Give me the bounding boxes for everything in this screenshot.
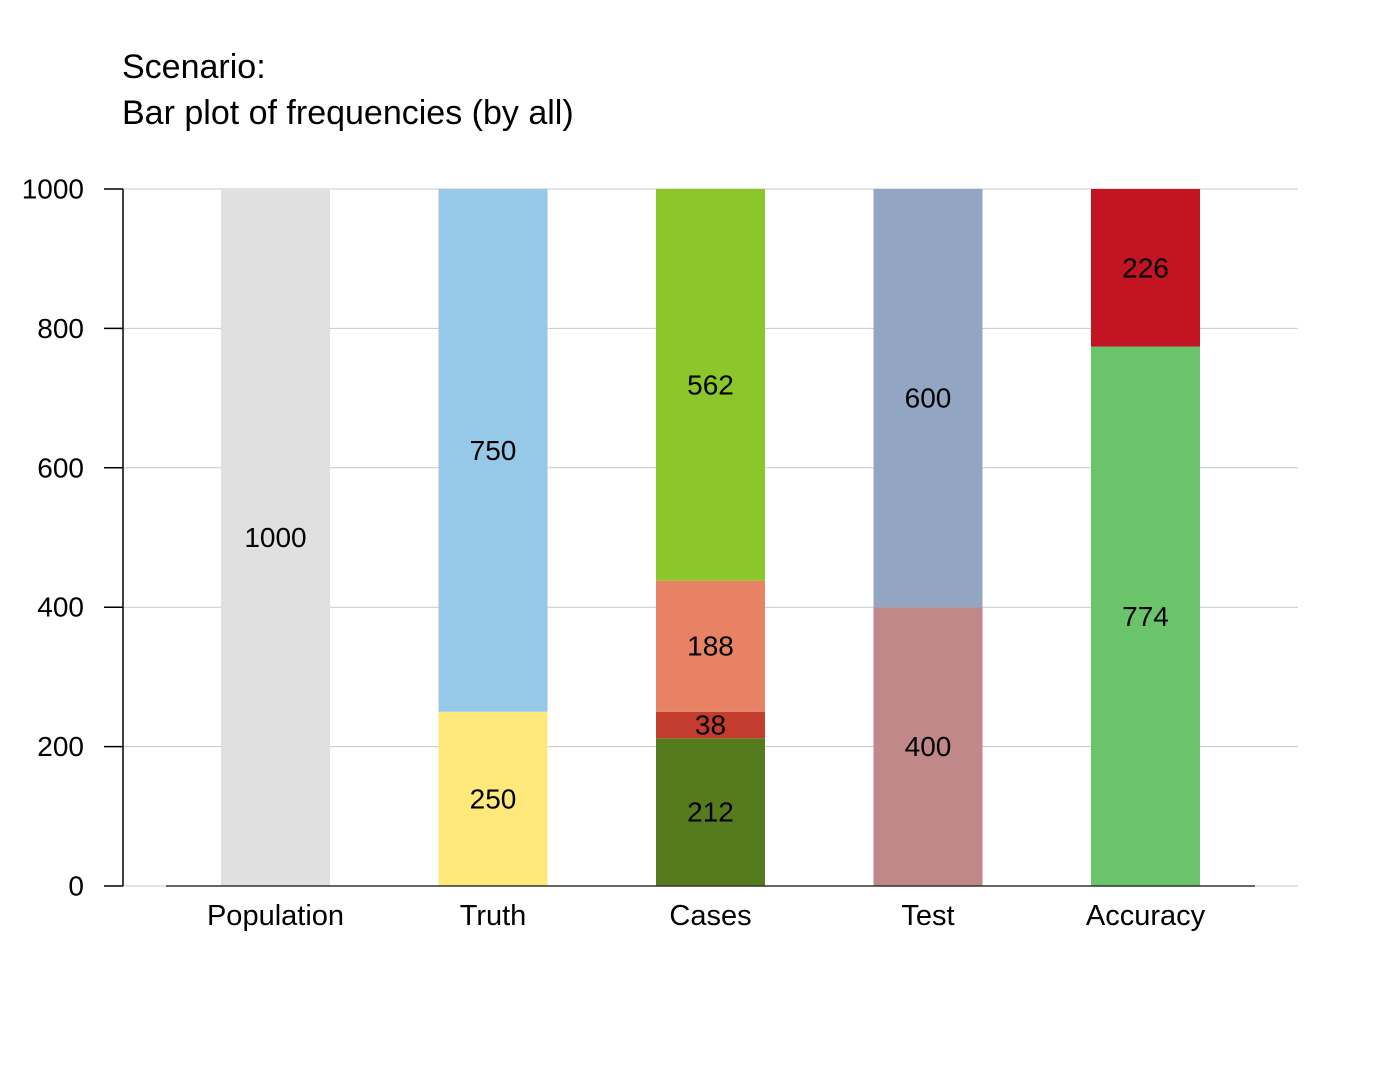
- y-tick-label: 1000: [22, 174, 84, 205]
- data-label: 600: [905, 383, 952, 414]
- x-tick-label: Accuracy: [1086, 900, 1206, 932]
- data-label: 750: [470, 435, 517, 466]
- bar-segment: [438, 189, 548, 712]
- y-tick-label: 200: [37, 731, 84, 762]
- x-tick-label: Truth: [460, 900, 527, 932]
- x-tick-label: Test: [901, 900, 954, 932]
- data-label: 188: [687, 631, 734, 662]
- bar-segment: [873, 189, 983, 608]
- y-tick-label: 400: [37, 592, 84, 623]
- bar-segment: [656, 580, 765, 712]
- data-label: 774: [1122, 601, 1169, 632]
- y-tick-label: 800: [37, 313, 84, 344]
- y-tick-label: 0: [68, 871, 84, 902]
- bar-segment: [656, 738, 765, 886]
- bar-segment: [656, 189, 765, 581]
- chart-title-line-1: Scenario:: [122, 48, 266, 86]
- data-label: 562: [687, 369, 734, 400]
- chart-title-line-2: Bar plot of frequencies (by all): [122, 94, 574, 132]
- x-tick-label: Cases: [669, 900, 751, 932]
- data-label: 38: [695, 709, 726, 740]
- x-tick-label: Population: [207, 900, 344, 932]
- data-label: 226: [1122, 252, 1169, 283]
- data-label: 400: [905, 731, 952, 762]
- bar-segment: [656, 711, 765, 739]
- data-label: 212: [687, 797, 734, 828]
- y-tick-label: 600: [37, 452, 84, 483]
- bar-segment: [438, 711, 548, 886]
- bar-segment: [873, 607, 983, 886]
- data-label: 1000: [244, 522, 306, 553]
- chart-title: Scenario: Bar plot of frequencies (by al…: [122, 44, 574, 136]
- bar-segment: [221, 189, 330, 886]
- bar-segment: [1091, 189, 1200, 347]
- bar-segment: [1091, 346, 1200, 887]
- data-label: 250: [470, 783, 517, 814]
